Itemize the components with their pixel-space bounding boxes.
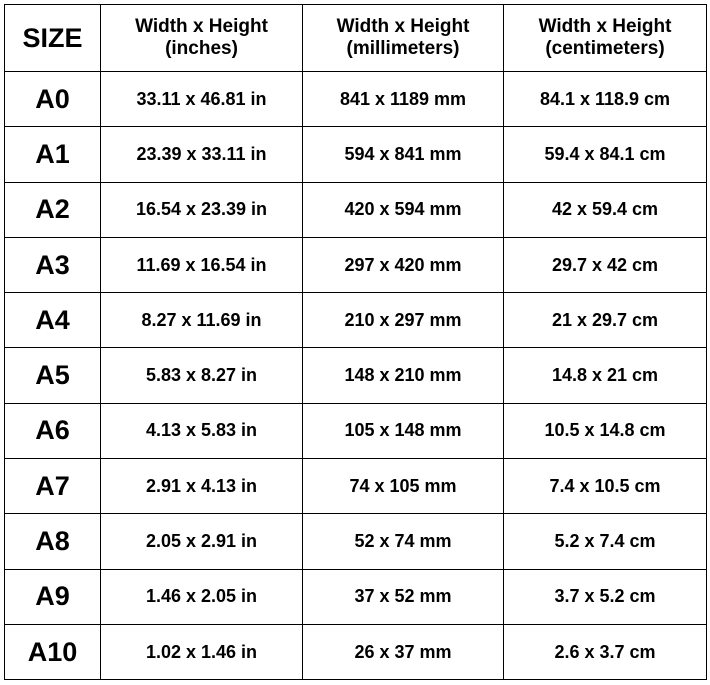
centimeters-cell: 7.4 x 10.5 cm xyxy=(503,458,707,515)
table-row: A1 23.39 x 33.11 in 594 x 841 mm 59.4 x 84.… xyxy=(4,126,707,183)
header-line: Width x Height xyxy=(538,16,672,37)
table-row: A2 16.54 x 23.39 in 420 x 594 mm 42 x 59.4 … xyxy=(4,181,707,238)
size-cell: A6 xyxy=(4,402,101,460)
size-cell: A5 xyxy=(4,347,101,404)
centimeters-cell: 14.8 x 21 cm xyxy=(503,347,707,404)
millimeters-cell: 841 x 1189 mm xyxy=(302,70,504,128)
millimeters-cell: 297 x 420 mm xyxy=(302,236,504,294)
table-row: A10 1.02 x 1.46 in 26 x 37 mm 2.6 x 3.7 cm xyxy=(4,623,707,681)
millimeters-cell: 37 x 52 mm xyxy=(302,568,504,625)
table-row: A7 2.91 x 4.13 in 74 x 105 mm 7.4 x 10.5 cm xyxy=(4,458,707,515)
header-unit: (millimeters) xyxy=(346,38,460,59)
millimeters-cell: 594 x 841 mm xyxy=(302,126,504,183)
size-cell: A10 xyxy=(4,623,101,681)
millimeters-cell: 52 x 74 mm xyxy=(302,513,504,570)
millimeters-cell: 26 x 37 mm xyxy=(302,623,504,681)
size-cell: A7 xyxy=(4,458,101,515)
header-size: SIZE xyxy=(4,4,101,72)
inches-cell: 2.91 x 4.13 in xyxy=(100,458,303,515)
header-millimeters: Width x Height (millimeters) xyxy=(302,4,504,72)
header-centimeters: Width x Height (centimeters) xyxy=(503,4,707,72)
size-cell: A9 xyxy=(4,568,101,625)
header-inches: Width x Height (inches) xyxy=(100,4,303,72)
inches-cell: 5.83 x 8.27 in xyxy=(100,347,303,404)
centimeters-cell: 84.1 x 118.9 cm xyxy=(503,70,707,128)
table-row: A6 4.13 x 5.83 in 105 x 148 mm 10.5 x 14.8 … xyxy=(4,402,707,460)
millimeters-cell: 420 x 594 mm xyxy=(302,181,504,238)
centimeters-cell: 2.6 x 3.7 cm xyxy=(503,623,707,681)
inches-cell: 2.05 x 2.91 in xyxy=(100,513,303,570)
paper-size-table: SIZE Width x Height (inches) Width x Heig… xyxy=(4,4,707,681)
table-row: A4 8.27 x 11.69 in 210 x 297 mm 21 x 29.7 c… xyxy=(4,292,707,349)
table-row: A8 2.05 x 2.91 in 52 x 74 mm 5.2 x 7.4 cm xyxy=(4,513,707,570)
inches-cell: 4.13 x 5.83 in xyxy=(100,402,303,460)
centimeters-cell: 3.7 x 5.2 cm xyxy=(503,568,707,625)
size-cell: A4 xyxy=(4,292,101,349)
inches-cell: 16.54 x 23.39 in xyxy=(100,181,303,238)
header-row: SIZE Width x Height (inches) Width x Heig… xyxy=(4,4,707,72)
table-row: A0 33.11 x 46.81 in 841 x 1189 mm 84.1 x 11… xyxy=(4,70,707,128)
table-row: A5 5.83 x 8.27 in 148 x 210 mm 14.8 x 21 cm xyxy=(4,347,707,404)
size-cell: A0 xyxy=(4,70,101,128)
table-row: A3 11.69 x 16.54 in 297 x 420 mm 29.7 x 42 … xyxy=(4,236,707,294)
centimeters-cell: 5.2 x 7.4 cm xyxy=(503,513,707,570)
millimeters-cell: 148 x 210 mm xyxy=(302,347,504,404)
inches-cell: 8.27 x 11.69 in xyxy=(100,292,303,349)
millimeters-cell: 74 x 105 mm xyxy=(302,458,504,515)
inches-cell: 23.39 x 33.11 in xyxy=(100,126,303,183)
inches-cell: 1.02 x 1.46 in xyxy=(100,623,303,681)
size-cell: A1 xyxy=(4,126,101,183)
header-unit: (inches) xyxy=(165,38,238,59)
size-cell: A3 xyxy=(4,236,101,294)
header-line: Width x Height xyxy=(135,16,268,37)
table-row: A9 1.46 x 2.05 in 37 x 52 mm 3.7 x 5.2 cm xyxy=(4,568,707,625)
header-line: Width x Height xyxy=(336,16,470,37)
millimeters-cell: 210 x 297 mm xyxy=(302,292,504,349)
centimeters-cell: 42 x 59.4 cm xyxy=(503,181,707,238)
size-cell: A8 xyxy=(4,513,101,570)
centimeters-cell: 10.5 x 14.8 cm xyxy=(503,402,707,460)
inches-cell: 1.46 x 2.05 in xyxy=(100,568,303,625)
size-cell: A2 xyxy=(4,181,101,238)
centimeters-cell: 21 x 29.7 cm xyxy=(503,292,707,349)
inches-cell: 33.11 x 46.81 in xyxy=(100,70,303,128)
centimeters-cell: 59.4 x 84.1 cm xyxy=(503,126,707,183)
inches-cell: 11.69 x 16.54 in xyxy=(100,236,303,294)
centimeters-cell: 29.7 x 42 cm xyxy=(503,236,707,294)
header-unit: (centimeters) xyxy=(545,38,665,59)
millimeters-cell: 105 x 148 mm xyxy=(302,402,504,460)
